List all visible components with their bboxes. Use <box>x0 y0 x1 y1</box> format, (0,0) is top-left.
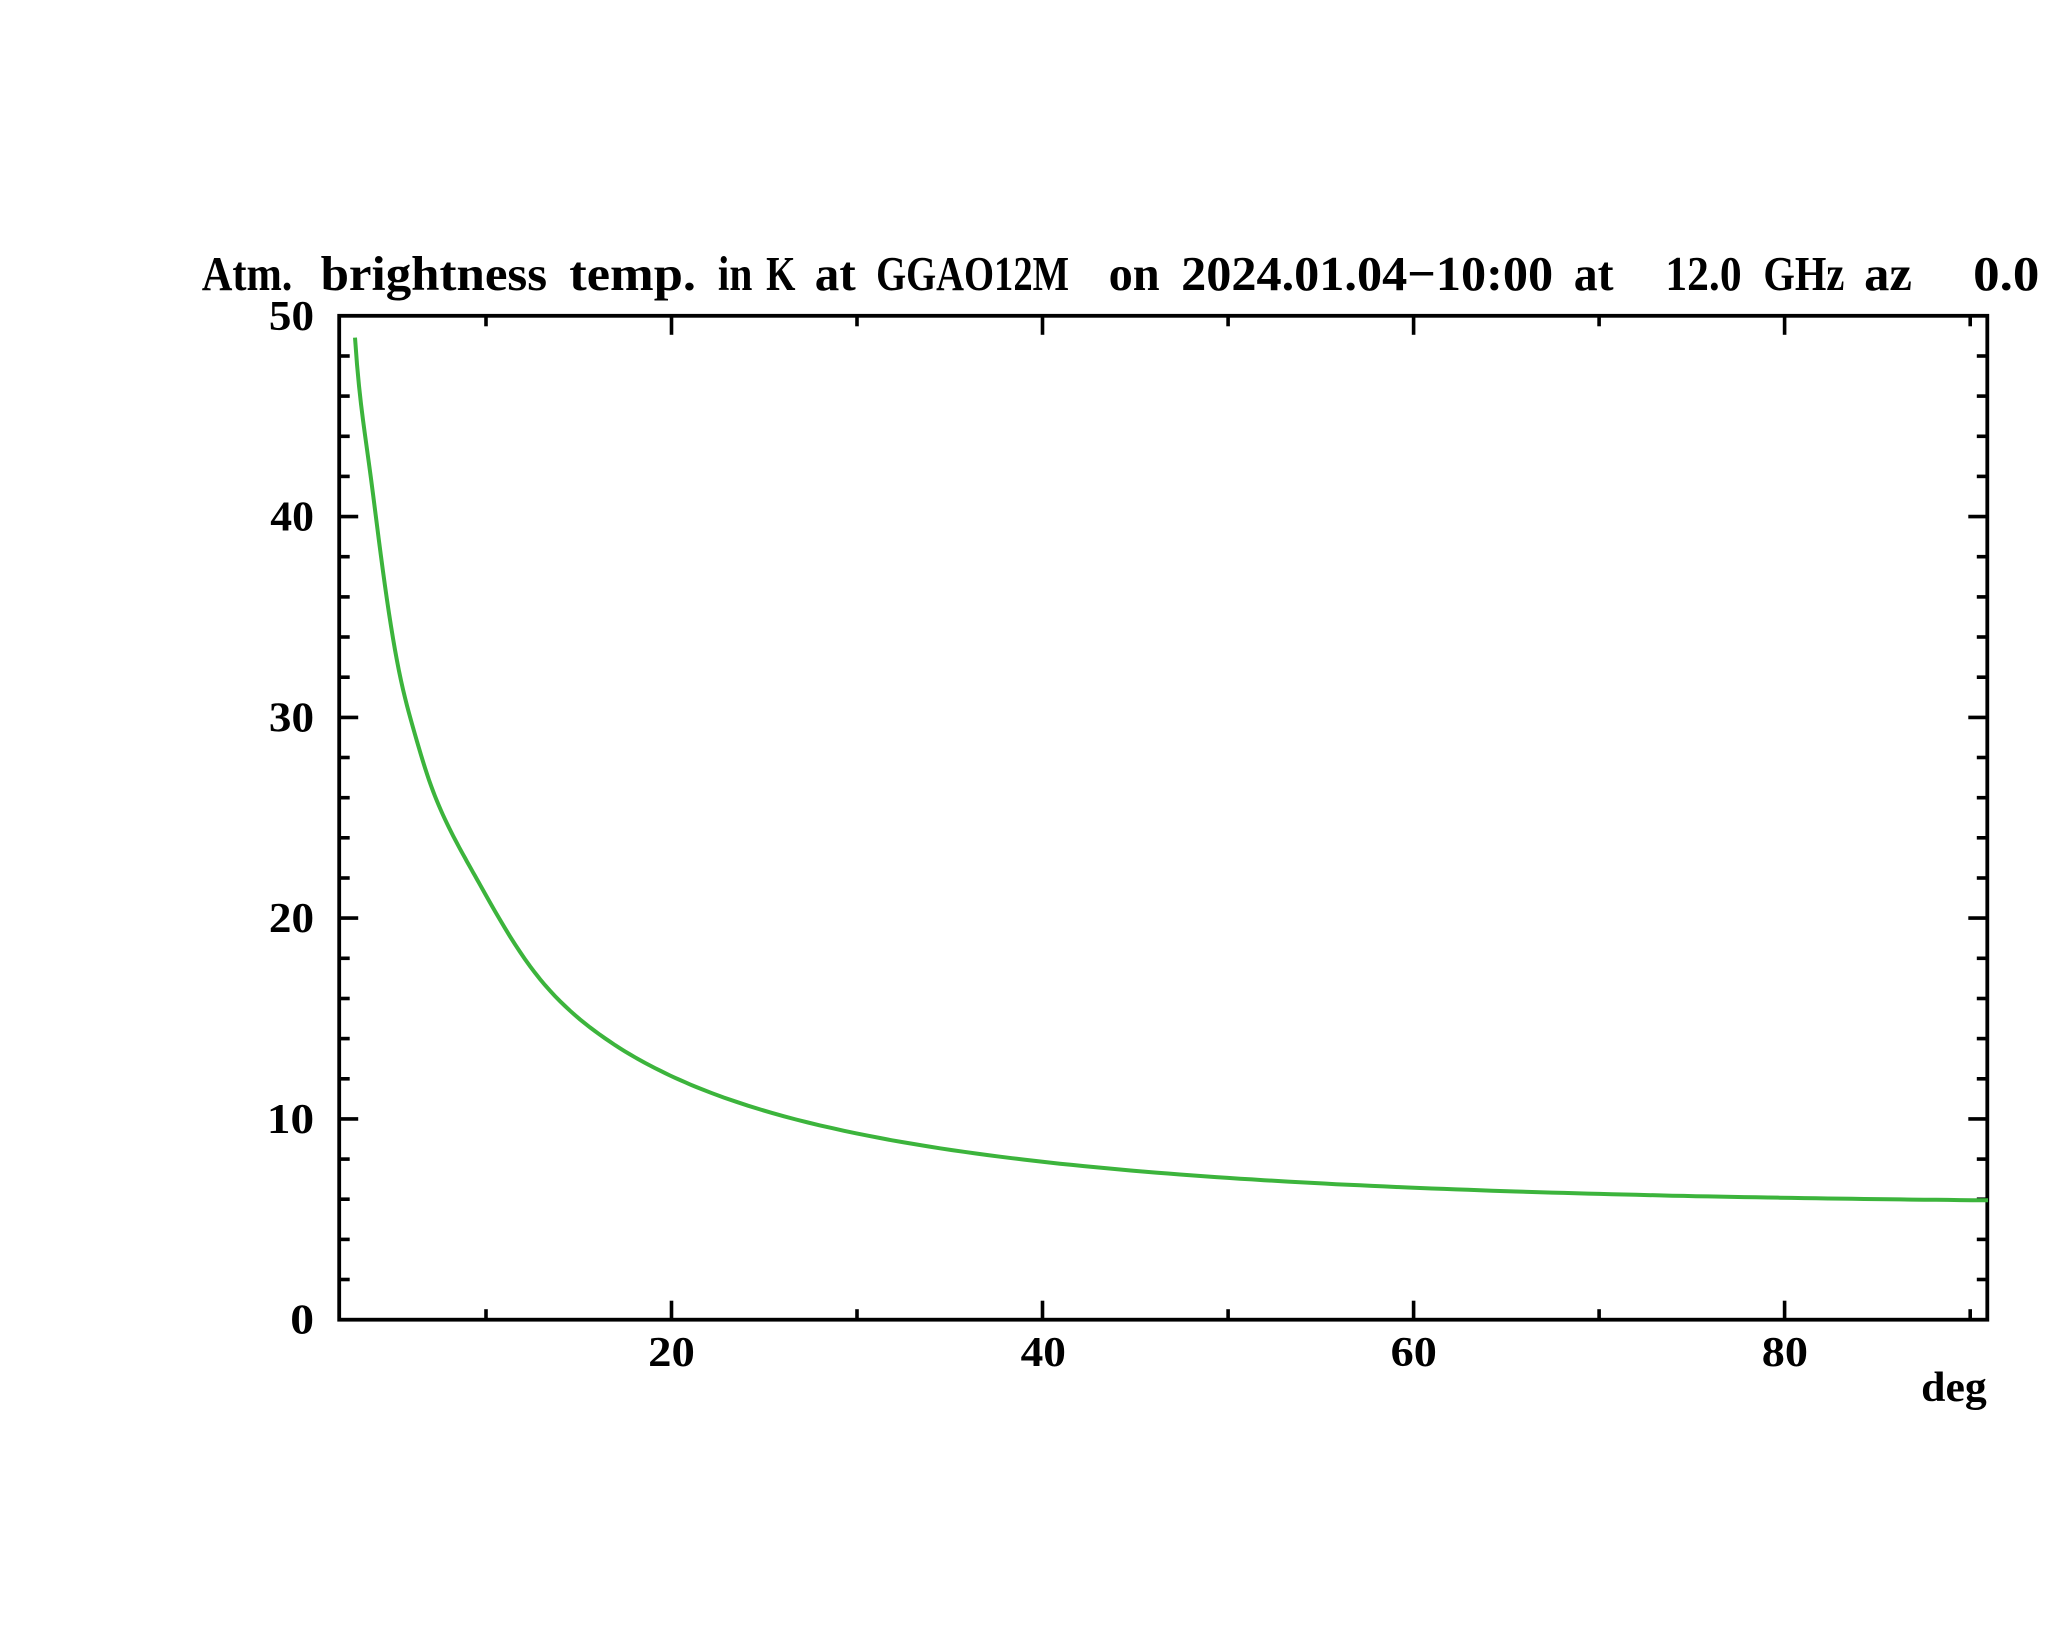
svg-text:temp.: temp. <box>569 246 696 301</box>
svg-text:GHz: GHz <box>1763 246 1844 301</box>
svg-text:50: 50 <box>269 294 314 340</box>
svg-text:deg: deg <box>1921 1365 1987 1411</box>
svg-text:0.0: 0.0 <box>1973 246 2039 301</box>
svg-text:2024.01.04−10:00: 2024.01.04−10:00 <box>1181 246 1553 301</box>
svg-text:az: az <box>1864 246 1912 301</box>
svg-text:GGAO12M: GGAO12M <box>876 246 1069 301</box>
svg-text:20: 20 <box>269 896 314 942</box>
svg-text:40: 40 <box>270 495 314 541</box>
svg-text:30: 30 <box>269 695 314 741</box>
svg-text:on: on <box>1109 246 1160 301</box>
svg-text:12.0: 12.0 <box>1665 246 1741 301</box>
svg-text:in: in <box>718 246 753 301</box>
svg-text:40: 40 <box>1021 1330 1066 1376</box>
svg-text:80: 80 <box>1762 1330 1808 1376</box>
svg-text:60: 60 <box>1391 1330 1437 1376</box>
svg-text:K: K <box>766 246 795 301</box>
svg-text:Atm.: Atm. <box>202 246 293 301</box>
svg-text:20: 20 <box>648 1330 695 1376</box>
svg-text:at: at <box>815 246 857 301</box>
svg-text:0: 0 <box>290 1298 314 1344</box>
svg-text:at: at <box>1574 246 1614 301</box>
svg-text:10: 10 <box>267 1097 314 1143</box>
svg-text:brightness: brightness <box>321 246 547 301</box>
